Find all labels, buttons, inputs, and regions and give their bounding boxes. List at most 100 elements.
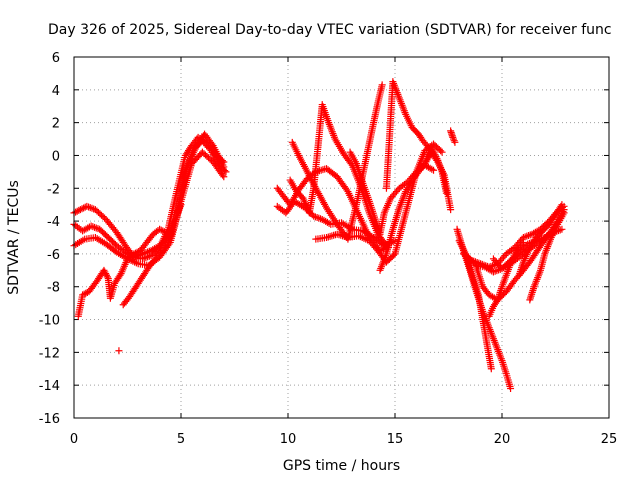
y-tick-label: -8: [47, 281, 60, 296]
data-point: [471, 260, 479, 268]
series-track-14: [421, 148, 455, 214]
data-point: [560, 209, 568, 217]
data-point: [558, 225, 566, 233]
data-point: [220, 173, 228, 181]
data-point: [536, 235, 544, 243]
data-point: [86, 204, 94, 212]
data-point: [394, 186, 402, 194]
data-point: [78, 205, 86, 213]
data-point: [132, 249, 140, 257]
data-point: [157, 226, 165, 234]
series-track-5: [119, 130, 228, 309]
y-tick-label: -14: [39, 379, 60, 394]
data-point: [87, 222, 95, 230]
data-point: [525, 239, 533, 247]
data-point: [529, 238, 537, 246]
data-point: [80, 204, 88, 212]
data-point: [144, 248, 152, 256]
data-point: [549, 227, 557, 235]
data-point: [523, 232, 531, 240]
data-point: [524, 240, 532, 248]
data-point: [220, 163, 228, 171]
series-track-21: [515, 201, 566, 279]
data-point: [447, 206, 455, 214]
x-tick-label: 20: [494, 432, 511, 447]
data-point: [451, 138, 459, 146]
data-point: [313, 213, 321, 221]
data-point: [142, 249, 150, 257]
data-point: [449, 135, 457, 143]
series-track-4: [74, 201, 185, 320]
data-point: [72, 208, 80, 216]
y-tick-label: 2: [52, 117, 60, 132]
data-point: [75, 206, 83, 214]
data-point: [100, 266, 108, 274]
x-tick-label: 0: [70, 432, 78, 447]
data-point: [557, 202, 565, 210]
data-point: [83, 202, 91, 210]
data-point: [532, 237, 540, 245]
data-point: [526, 231, 534, 239]
data-point: [92, 224, 100, 232]
y-tick-label: -4: [47, 215, 60, 230]
axis-ticks: 0 5 10 15 20 25 -16 -14 -12 -10 -8 -6 -4 -2 0 2 4 6: [39, 51, 618, 447]
data-point: [493, 267, 501, 275]
data-point: [548, 228, 556, 236]
data-point: [534, 236, 542, 244]
data-point: [219, 171, 227, 179]
data-point: [89, 223, 97, 231]
data-point: [317, 215, 325, 223]
data-point: [145, 247, 153, 255]
data-point: [493, 297, 501, 305]
series-track-15: [447, 127, 459, 146]
x-tick-label: 15: [387, 432, 404, 447]
y-tick-label: -10: [39, 314, 60, 329]
series-track-9: [288, 81, 386, 243]
data-point: [438, 148, 446, 156]
series-track-24: [464, 227, 557, 276]
data-point: [79, 291, 87, 299]
data-point: [423, 142, 431, 150]
data-point: [527, 239, 535, 247]
data-point: [558, 201, 566, 209]
chart-title: Day 326 of 2025, Sidereal Day-to-day VTE…: [48, 22, 612, 38]
data-point: [495, 266, 503, 274]
y-tick-label: 4: [52, 84, 60, 99]
data-point: [156, 225, 164, 233]
data-point: [489, 262, 497, 270]
data-point: [428, 165, 436, 173]
data-point: [101, 268, 109, 276]
data-point: [501, 252, 509, 260]
data-point: [80, 290, 88, 298]
y-tick-label: -12: [39, 346, 60, 361]
data-point: [491, 267, 499, 275]
data-point: [315, 214, 323, 222]
data-point: [450, 137, 458, 145]
data-point: [507, 384, 515, 392]
data-point: [437, 147, 445, 155]
data-point: [449, 133, 457, 141]
data-point: [85, 203, 93, 211]
series-track-12: [382, 78, 431, 192]
plot-frame: [73, 56, 610, 419]
data-point: [311, 213, 319, 221]
data-point: [531, 237, 539, 245]
data-point: [302, 176, 310, 184]
data-point: [525, 232, 533, 240]
data-point: [325, 219, 333, 227]
data-point: [489, 268, 497, 276]
data-points: [70, 78, 568, 392]
data-point: [133, 248, 141, 256]
data-point: [140, 249, 148, 257]
data-point: [130, 250, 138, 258]
data-point: [378, 81, 386, 89]
y-tick-label: -16: [39, 412, 60, 427]
y-tick-label: 6: [52, 51, 60, 66]
data-point: [433, 156, 441, 164]
data-point: [73, 207, 81, 215]
y-tick-label: -2: [47, 182, 60, 197]
data-point: [102, 270, 110, 278]
data-point: [82, 289, 90, 297]
data-point: [537, 235, 545, 243]
